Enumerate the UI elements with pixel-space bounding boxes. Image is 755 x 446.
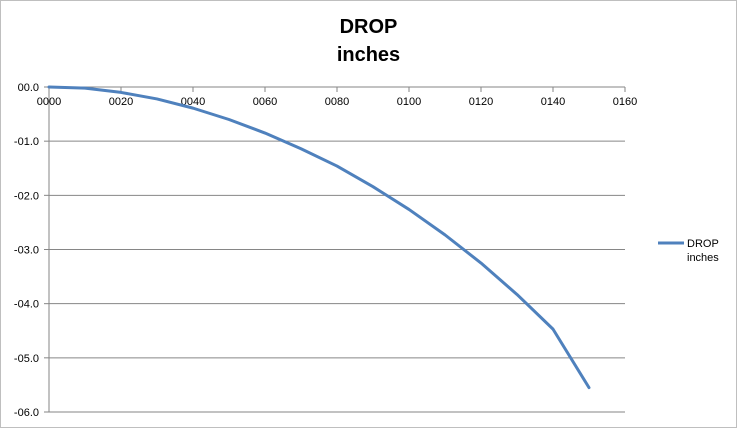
series-line: [47, 85, 591, 390]
x-tick-label: 0140: [541, 96, 565, 108]
x-tick-label: 0120: [469, 96, 493, 108]
y-tick-label: -01.0: [14, 136, 39, 148]
x-tick-label: 0060: [253, 96, 277, 108]
axes: 00.0 -01.0 -02.0 -03.0 -04.0 -05.0 -06.0 0000 00…: [14, 82, 637, 419]
x-tick-label: 0100: [397, 96, 421, 108]
chart-frame: [0, 0, 737, 428]
chart-subtitle: inches: [336, 44, 401, 66]
y-tick-label: -04.0: [14, 299, 39, 311]
y-tick-label: -03.0: [14, 245, 39, 257]
y-tick-label: -02.0: [14, 190, 39, 202]
y-tick-label: 00.0: [18, 82, 39, 94]
y-tick-label: -05.0: [14, 353, 39, 365]
legend-label-line: DROP: [687, 238, 719, 250]
chart-title: DROP: [339, 16, 398, 38]
legend-label-line: inches: [687, 252, 719, 264]
gridlines: [49, 140, 625, 413]
x-tick-label: 0000: [37, 96, 61, 108]
x-tick-label: 0080: [325, 96, 349, 108]
x-tick-label: 0020: [109, 96, 133, 108]
x-tick-label: 0160: [613, 96, 637, 108]
legend-label: DROP inches: [687, 238, 719, 264]
series-layer: [47, 85, 591, 390]
x-tick-label: 0040: [181, 96, 205, 108]
y-tick-label: -06.0: [14, 407, 39, 419]
legend: DROP inches: [658, 238, 719, 264]
